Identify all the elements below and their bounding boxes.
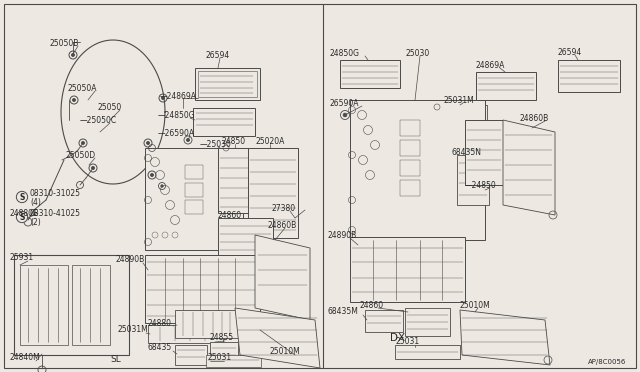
Text: S: S xyxy=(19,212,25,221)
Bar xyxy=(400,160,420,176)
Text: 24850G: 24850G xyxy=(330,48,360,58)
Text: 25020A: 25020A xyxy=(255,137,284,145)
Text: SL: SL xyxy=(110,356,121,365)
Text: 24890B: 24890B xyxy=(328,231,357,240)
Text: 24850: 24850 xyxy=(222,137,246,145)
Bar xyxy=(340,60,400,88)
Bar xyxy=(185,165,203,179)
Text: 25050D: 25050D xyxy=(65,151,95,160)
Bar xyxy=(248,148,298,238)
Bar xyxy=(198,71,257,97)
Bar xyxy=(193,108,255,136)
Bar xyxy=(435,105,487,123)
Bar xyxy=(400,180,420,196)
Text: 68435: 68435 xyxy=(148,343,172,353)
Text: —24850: —24850 xyxy=(465,180,497,189)
Text: 25010M: 25010M xyxy=(460,301,491,310)
Text: S: S xyxy=(19,192,25,202)
Circle shape xyxy=(92,167,95,170)
Text: 08310-31025: 08310-31025 xyxy=(30,189,81,198)
Text: 08310-41025: 08310-41025 xyxy=(30,208,81,218)
Text: 25050: 25050 xyxy=(97,103,121,112)
Circle shape xyxy=(72,99,76,102)
Text: 24840M: 24840M xyxy=(10,353,41,362)
Circle shape xyxy=(147,141,150,144)
Bar xyxy=(185,200,203,214)
Text: 25050A: 25050A xyxy=(68,83,97,93)
Circle shape xyxy=(161,185,163,187)
Polygon shape xyxy=(503,120,555,215)
Text: 24855: 24855 xyxy=(210,334,234,343)
Bar xyxy=(218,148,253,213)
Text: (4): (4) xyxy=(30,198,41,206)
Bar xyxy=(210,342,238,364)
Polygon shape xyxy=(460,310,550,365)
Text: 24860: 24860 xyxy=(360,301,384,310)
Text: 24880: 24880 xyxy=(148,318,172,327)
Circle shape xyxy=(343,113,347,117)
Polygon shape xyxy=(255,235,310,320)
Text: 25050B: 25050B xyxy=(50,38,79,48)
Bar xyxy=(350,100,485,240)
Bar xyxy=(558,60,620,92)
Bar xyxy=(400,120,420,136)
Text: 25010M: 25010M xyxy=(270,347,301,356)
Text: 25931: 25931 xyxy=(10,253,34,263)
Circle shape xyxy=(161,96,164,99)
Text: 26590A: 26590A xyxy=(330,99,360,108)
Text: 68435M: 68435M xyxy=(328,308,359,317)
Bar xyxy=(148,325,223,343)
Text: AP/8C0056: AP/8C0056 xyxy=(588,359,627,365)
Bar xyxy=(365,310,403,332)
Bar xyxy=(20,265,68,345)
Bar xyxy=(185,183,203,197)
Text: —25030: —25030 xyxy=(200,140,232,148)
Bar xyxy=(350,237,465,302)
Circle shape xyxy=(81,141,84,144)
Bar xyxy=(206,355,261,367)
Bar xyxy=(175,345,207,365)
Text: —25050C: —25050C xyxy=(80,115,117,125)
Bar xyxy=(175,310,240,338)
Text: 25031: 25031 xyxy=(395,337,419,346)
Text: 26594: 26594 xyxy=(558,48,582,57)
Text: 26594: 26594 xyxy=(205,51,229,60)
Bar xyxy=(14,255,129,355)
Circle shape xyxy=(72,54,74,57)
Text: (2): (2) xyxy=(30,218,41,227)
Bar xyxy=(195,68,260,100)
Text: 25031M: 25031M xyxy=(443,96,474,105)
Text: 24860: 24860 xyxy=(218,211,242,219)
Text: —24850G: —24850G xyxy=(158,110,196,119)
Text: 25030: 25030 xyxy=(405,48,429,58)
Bar xyxy=(218,218,273,258)
Text: 25031: 25031 xyxy=(208,353,232,362)
Bar xyxy=(405,308,450,336)
Text: DX: DX xyxy=(390,333,405,343)
Text: —24869A: —24869A xyxy=(160,92,197,100)
Text: 25031M: 25031M xyxy=(118,326,148,334)
Bar xyxy=(145,148,243,250)
Bar xyxy=(145,255,260,323)
Circle shape xyxy=(186,138,189,141)
Text: 24869A: 24869A xyxy=(475,61,504,70)
Text: 24860B: 24860B xyxy=(268,221,297,230)
Text: 68435N: 68435N xyxy=(452,148,482,157)
Polygon shape xyxy=(235,308,320,368)
Bar xyxy=(395,345,460,359)
Text: 24890B: 24890B xyxy=(115,256,144,264)
Text: —26590A: —26590A xyxy=(158,128,195,138)
Text: 24880E: 24880E xyxy=(10,208,39,218)
Bar xyxy=(72,265,110,345)
Text: 24860B: 24860B xyxy=(520,113,549,122)
Circle shape xyxy=(150,173,154,176)
Bar xyxy=(400,140,420,156)
Text: 27380: 27380 xyxy=(272,203,296,212)
Bar xyxy=(476,72,536,100)
Bar xyxy=(465,120,503,185)
Bar xyxy=(457,155,489,205)
